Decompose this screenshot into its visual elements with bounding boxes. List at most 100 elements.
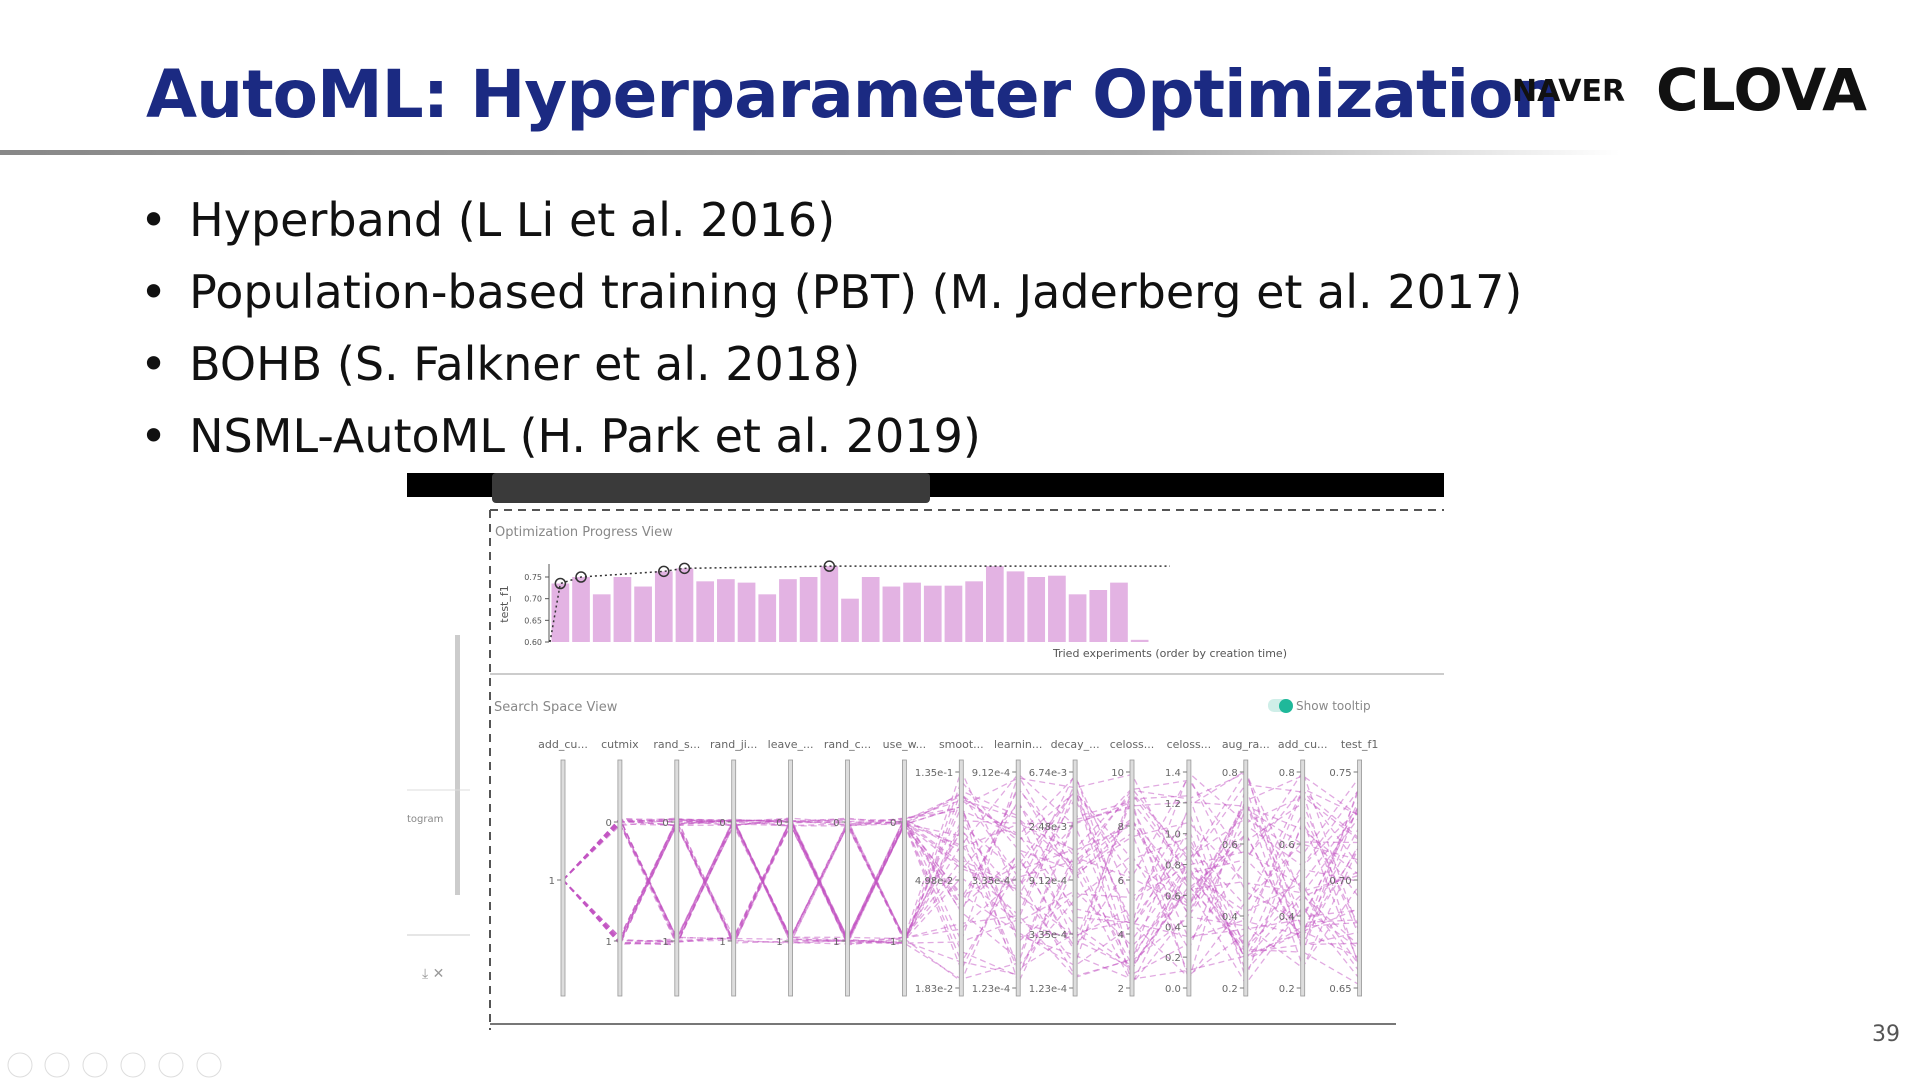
search-view-title: Search Space View [494,700,618,715]
axis-tick-label: 0.70 [1329,876,1351,887]
bullet-list: Hyperband (L Li et al. 2016) Population-… [140,190,1522,478]
axis-bar [1015,759,1021,997]
axis-tick-label: 1.23e-4 [1029,984,1067,995]
pc-line [562,773,1361,977]
axis-name: learnin... [994,738,1042,751]
control-icon[interactable] [196,1052,222,1078]
axis-tick-label: 0 [890,818,896,829]
side-scroll [455,635,460,895]
bar [1089,590,1108,642]
bullet: BOHB (S. Falkner et al. 2018) [140,334,1522,406]
download-icon[interactable]: ⤓ ✕ [422,966,444,982]
toggle-label[interactable]: Show tooltip [1296,699,1371,713]
bar [820,566,839,642]
axis-tick-label: 4 [1118,930,1124,941]
control-icon[interactable] [82,1052,108,1078]
axis-tick-label: 1 [719,937,725,948]
axis-name: decay_... [1051,738,1100,751]
bar [923,585,942,642]
logo-naver: NAVER [1512,74,1626,109]
control-icon[interactable] [120,1052,146,1078]
axis-bar [560,759,566,997]
bar [1048,575,1066,642]
axis-tick-label: 0.6 [1222,840,1238,851]
bar [1027,577,1046,642]
pc-line [562,798,1361,946]
control-icon[interactable] [158,1052,184,1078]
y-axis-label: test_f1 [498,585,511,623]
axis-tick-label: 1.83e-2 [915,984,953,995]
axis-tick-label: 1 [776,937,782,948]
bar [903,582,921,642]
axis-name: rand_s... [653,738,700,751]
bar [882,586,901,642]
y-tick-label: 0.75 [524,573,542,582]
axis-bar [674,759,680,997]
axis-tick-label: 1.23e-4 [972,984,1010,995]
axis-tick-label: 8 [1118,822,1124,833]
bar [634,586,652,642]
axis-tick-label: 0.2 [1165,953,1181,964]
axis-tick-label: 9.12e-4 [1029,876,1067,887]
y-tick-label: 0.70 [524,595,542,604]
bar [1110,582,1128,642]
axis-tick-label: 0 [606,818,612,829]
y-tick-label: 0.65 [524,616,542,625]
control-icon[interactable] [7,1052,33,1078]
axis-tick-label: 1 [549,876,555,887]
bar [944,585,963,642]
axis-tick-label: 0 [719,818,725,829]
axis-tick-label: 3.35e-4 [972,876,1010,887]
axis-bar [788,759,793,997]
best-marker [823,560,836,572]
axis-name: rand_c... [824,738,871,751]
axis-tick-label: 1 [833,937,839,948]
axis-bar [958,759,964,997]
axis-tick-label: 1 [606,937,612,948]
bar [779,579,797,642]
y-tick-label: 0.60 [524,638,542,647]
axis-bar [1300,759,1306,997]
axis-tick-label: 0.6 [1279,840,1295,851]
axis-bar [617,759,623,997]
x-axis-label: Tried experiments (order by creation tim… [1052,647,1287,660]
best-marker [554,577,567,590]
axis-tick-label: 1 [890,937,896,948]
axis-tick-label: 6 [1118,876,1124,887]
logo-clova: CLOVA [1656,56,1868,124]
axis-tick-label: 0.2 [1222,984,1238,995]
axis-tick-label: 2 [1118,984,1124,995]
axis-tick-label: 0.4 [1222,912,1238,923]
axis-tick-label: 0.0 [1165,984,1181,995]
axis-tick-label: 0.75 [1329,768,1351,779]
axis-name: smoot... [939,738,984,751]
slide-title: AutoML: Hyperparameter Optimization [146,56,1559,133]
bar [696,581,715,642]
axis-bar [1072,759,1078,997]
axis-tick-label: 4.98e-2 [915,876,953,887]
axis-bar [1129,759,1135,997]
page-number: 39 [1872,1022,1900,1047]
toggle-knob[interactable] [1279,699,1293,713]
best-marker [575,571,587,583]
bar [1068,594,1087,642]
title-rule [0,150,1620,155]
control-icon[interactable] [44,1052,70,1078]
axis-name: use_w... [883,738,926,751]
player-controls [7,1052,222,1078]
side-tab: togram [407,814,443,825]
axis-name: add_cu... [1278,738,1328,751]
bullet: Population-based training (PBT) (M. Jade… [140,262,1522,334]
axis-tick-label: 0.6 [1165,891,1181,902]
axis-tick-label: 1.0 [1165,830,1181,841]
axis-tick-label: 1.2 [1165,799,1181,810]
axis-tick-label: 1.4 [1165,768,1181,779]
bullet: NSML-AutoML (H. Park et al. 2019) [140,406,1522,478]
bar [592,594,611,642]
video-overlay [492,473,930,503]
pc-line [562,806,1361,972]
bar [613,577,632,642]
axis-name: leave_... [768,738,814,751]
progress-view-title: Optimization Progress View [495,525,673,540]
axis-tick-label: 0 [662,818,668,829]
